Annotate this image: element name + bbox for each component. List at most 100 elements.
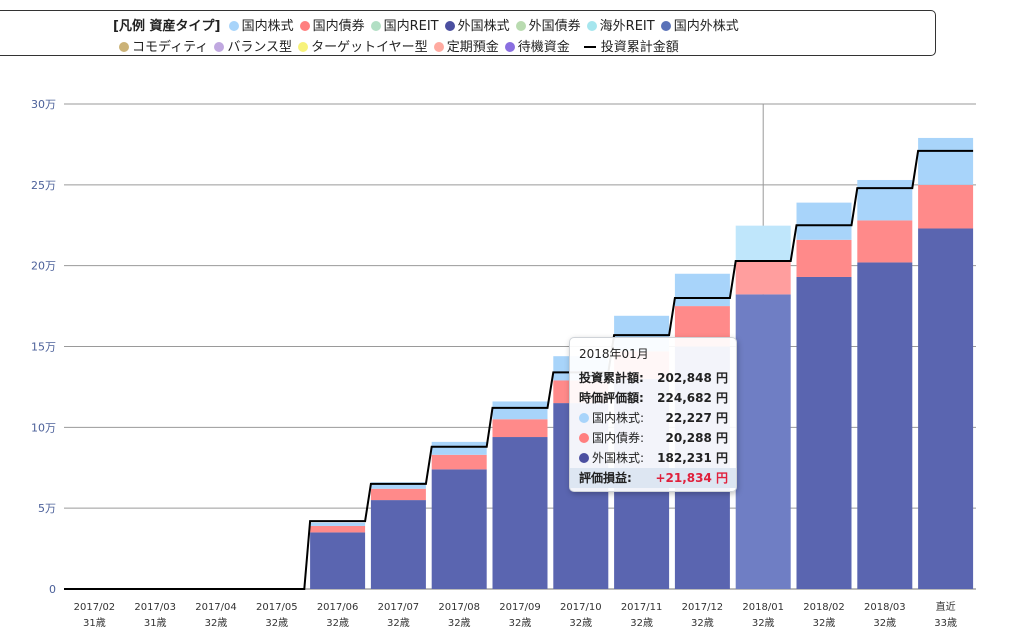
legend-item[interactable]: 国内REIT xyxy=(370,15,439,34)
bar-segment-3[interactable] xyxy=(857,179,913,221)
legend-dot-icon xyxy=(228,21,239,31)
x-tick-age-label: 31歳 xyxy=(83,617,106,629)
legend-dot-icon xyxy=(444,21,455,31)
y-tick-label: 25万 xyxy=(31,179,56,192)
x-tick-label: 2017/06 xyxy=(317,602,359,613)
invest-cumulative-line xyxy=(64,149,974,590)
x-tick-age-label: 32歳 xyxy=(387,617,410,629)
legend-line-label: 投資累計金額 xyxy=(600,40,679,55)
legend-line-icon xyxy=(583,46,596,48)
tooltip-gain-value: +21,834 円 xyxy=(655,471,728,485)
x-tick-age-label: 32歳 xyxy=(813,617,836,629)
tooltip-valuation-value: 224,682 円 xyxy=(657,391,728,405)
tooltip-item-label: 国内株式: xyxy=(592,411,645,425)
legend-item-label: 定期預金 xyxy=(446,40,499,55)
tooltip-items: 国内株式: 22,227 円国内債券: 20,288 円外国株式: 182,231 円 xyxy=(579,408,728,468)
y-tick-label: 20万 xyxy=(31,260,56,273)
bar-segment-1[interactable] xyxy=(492,437,548,589)
legend-item-label: コモディティ xyxy=(132,40,209,55)
x-tick-age-label: 32歳 xyxy=(509,617,532,629)
tooltip-invest-value: 202,848 円 xyxy=(657,371,728,385)
legend-item[interactable]: 定期預金 xyxy=(433,36,499,55)
x-tick-age-label: 32歳 xyxy=(752,617,775,629)
y-tick-label: 5万 xyxy=(38,502,56,515)
legend-item[interactable]: 国内株式 xyxy=(228,15,294,34)
x-tick-label: 2017/03 xyxy=(134,602,176,613)
tooltip-dot-icon xyxy=(579,433,589,443)
tooltip-item-value: 22,227 円 xyxy=(665,411,729,425)
bar-segment-2[interactable] xyxy=(492,419,548,438)
legend-item[interactable]: 国内債券 xyxy=(299,15,365,34)
bar-segment-3[interactable] xyxy=(431,441,487,455)
legend-dot-icon xyxy=(299,21,310,31)
legend-dot-icon xyxy=(214,42,225,52)
x-tick-age-label: 33歳 xyxy=(934,617,957,629)
x-tick-age-label: 32歳 xyxy=(326,617,349,629)
legend-item-label: 国内外株式 xyxy=(673,19,739,34)
bar-segment-1[interactable] xyxy=(918,228,974,589)
legend-dot-icon xyxy=(586,21,597,31)
bar-segment-3[interactable] xyxy=(796,202,852,240)
x-tick-age-label: 32歳 xyxy=(448,617,471,629)
legend-title: [凡例 資産タイプ] xyxy=(113,19,221,34)
x-tick-label: 2017/04 xyxy=(195,602,237,613)
legend-item[interactable]: コモディティ xyxy=(119,36,208,55)
legend-row-1: [凡例 資産タイプ] 国内株式 国内債券 国内REIT 外国株式 外国債券 海外REIT 国… xyxy=(113,15,745,34)
bar-segment-3[interactable] xyxy=(735,225,791,262)
legend-item[interactable]: 外国債券 xyxy=(515,15,581,34)
bar-segment-2[interactable] xyxy=(735,261,791,295)
bar-segment-2[interactable] xyxy=(431,454,487,470)
legend-item[interactable]: 外国株式 xyxy=(444,15,510,34)
tooltip-invest-label: 投資累計額: xyxy=(579,371,644,385)
x-tick-label: 2017/05 xyxy=(256,602,298,613)
legend-item[interactable]: 待機資金 xyxy=(504,36,570,55)
legend-dot-icon xyxy=(433,42,444,52)
bar-segment-2[interactable] xyxy=(918,184,974,229)
legend-item[interactable]: 国内外株式 xyxy=(660,15,739,34)
legend-item[interactable]: ターゲットイヤー型 xyxy=(298,36,428,55)
tooltip-item-row: 国内株式: 22,227 円 xyxy=(579,408,728,428)
bar-segment-1[interactable] xyxy=(796,276,852,589)
legend-box: [凡例 資産タイプ] 国内株式 国内債券 国内REIT 外国株式 外国債券 海外REIT 国… xyxy=(0,10,936,56)
legend-dot-icon xyxy=(370,21,381,31)
bar-segment-1[interactable] xyxy=(735,294,791,589)
bar-segment-2[interactable] xyxy=(310,525,366,533)
y-tick-label: 30万 xyxy=(31,98,56,111)
bar-segment-2[interactable] xyxy=(796,239,852,277)
legend-item-label: 国内株式 xyxy=(241,19,294,34)
tooltip-valuation-label: 時価評価額: xyxy=(579,391,644,405)
bar-segment-1[interactable] xyxy=(310,532,366,589)
bar-segment-3[interactable] xyxy=(310,522,366,526)
tooltip-item-series: 国内債券: xyxy=(579,428,644,448)
tooltip-gain-row: 評価損益: +21,834 円 xyxy=(570,468,736,488)
bar-segment-3[interactable] xyxy=(918,137,974,185)
x-tick-label: 2017/07 xyxy=(378,602,420,613)
bar-segment-1[interactable] xyxy=(370,500,426,589)
x-tick-label: 2017/08 xyxy=(438,602,480,613)
tooltip-item-label: 外国株式: xyxy=(592,451,645,465)
bar-segment-2[interactable] xyxy=(857,220,913,263)
legend-dot-icon xyxy=(119,42,129,52)
bar-segment-3[interactable] xyxy=(370,482,426,489)
tooltip-item-value: 20,288 円 xyxy=(665,431,729,445)
x-tick-label: 2018/03 xyxy=(864,602,906,613)
bar-segment-3[interactable] xyxy=(492,401,548,420)
legend-item-label: 外国債券 xyxy=(528,19,581,34)
legend-item-label: 待機資金 xyxy=(517,40,570,55)
legend-item-label: 海外REIT xyxy=(599,19,655,34)
tooltip-dot-icon xyxy=(579,413,589,423)
legend-item-line[interactable]: 投資累計金額 xyxy=(576,36,679,55)
tooltip-item-row: 国内債券: 20,288 円 xyxy=(579,428,728,448)
bar-segment-2[interactable] xyxy=(370,488,426,501)
chart-tooltip: 2018年01月 投資累計額: 202,848 円 時価評価額: 224,682… xyxy=(569,337,737,492)
tooltip-valuation-row: 時価評価額: 224,682 円 xyxy=(579,388,728,408)
legend-item[interactable]: バランス型 xyxy=(214,36,292,55)
legend-dot-icon xyxy=(504,42,515,52)
y-tick-label: 10万 xyxy=(31,421,56,434)
legend-item[interactable]: 海外REIT xyxy=(586,15,655,34)
bar-segment-1[interactable] xyxy=(857,262,913,589)
bar-segment-3[interactable] xyxy=(674,273,730,307)
bar-segment-1[interactable] xyxy=(431,469,487,589)
legend-item-label: 国内REIT xyxy=(383,19,439,34)
x-tick-label: 2017/10 xyxy=(560,602,602,613)
